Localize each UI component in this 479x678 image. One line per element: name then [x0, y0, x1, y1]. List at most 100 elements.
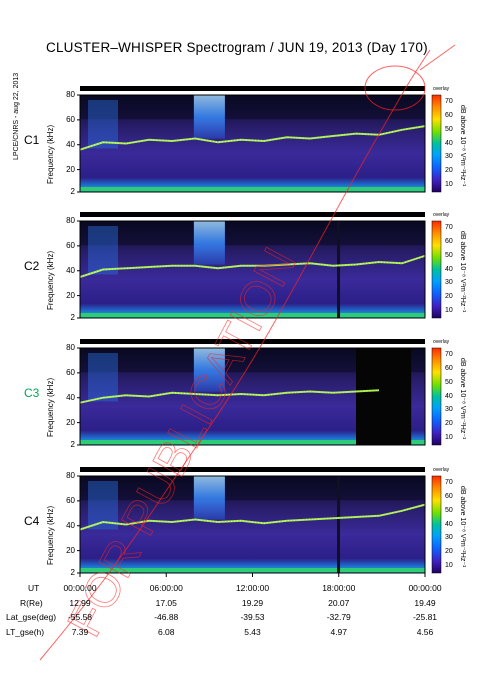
panel-header-bar	[80, 339, 425, 344]
y-axis-label: Frequency (kHz)	[46, 377, 55, 437]
orbit-row-label: R(Re)	[20, 598, 43, 608]
y-tick-label: 2	[70, 568, 75, 577]
colorbar-tick-label: 70	[445, 97, 453, 105]
panel-frame	[79, 347, 426, 446]
orbit-row-value: 06:00:00	[149, 583, 183, 593]
orbit-row-value: 12.99	[69, 598, 91, 608]
orbit-row-value: -25.81	[412, 612, 438, 622]
data-dropout-line	[337, 221, 341, 318]
orbit-row-value: 20.07	[328, 598, 350, 608]
panel-frame	[79, 94, 426, 193]
colorbar-tick-label: 60	[445, 364, 453, 372]
colorbar-tick-label: 30	[445, 153, 453, 161]
colorbar-tick-label: 30	[445, 406, 453, 414]
orbit-row-value: -46.88	[154, 612, 179, 622]
data-gap	[356, 348, 412, 445]
y-axis-label: Frequency (kHz)	[46, 124, 55, 184]
early-emission	[88, 481, 118, 530]
plasma-frequency-trace	[79, 503, 426, 531]
y-tick-label: 20	[66, 164, 75, 174]
y-tick-label: 20	[66, 290, 75, 300]
bright-emission-burst	[193, 348, 225, 392]
upper-dark-band	[80, 221, 425, 246]
y-tick-label: 2	[70, 313, 75, 322]
orbit-row-value: -32.79	[326, 612, 351, 622]
colorbar-tick-label: 40	[445, 392, 453, 400]
satellite-label: C4	[24, 514, 40, 528]
panel-frame	[79, 220, 426, 319]
y-tick-label: 60	[66, 240, 75, 250]
colorbar-tick-label: 10	[445, 307, 453, 315]
colorbar-tick-label: 30	[445, 534, 453, 542]
plasma-frequency-dots	[79, 504, 426, 530]
panel-frame	[79, 475, 426, 574]
watermark-circle	[364, 65, 426, 111]
colorbar-tick-label: 40	[445, 520, 453, 528]
colorbar	[431, 475, 442, 574]
colorbar-tick-label: 20	[445, 293, 453, 301]
colorbar-tick-label: 70	[445, 478, 453, 486]
satellite-label: C3	[24, 386, 40, 400]
colorbar-tick-label: 20	[445, 167, 453, 175]
panel-header-bar	[80, 86, 425, 91]
orbit-row-value: 7.39	[71, 627, 89, 637]
y-tick-label: 60	[66, 495, 75, 505]
panel-header-bar	[80, 467, 425, 472]
orbit-row-value: 17.05	[155, 598, 177, 608]
colorbar-header: overlay	[433, 339, 450, 345]
data-dropout-line	[337, 476, 341, 573]
y-tick-label: 40	[66, 265, 75, 275]
colorbar-tick-label: 50	[445, 125, 453, 133]
colorbar-label: dB above 10⁻⁸ V²m⁻²Hz⁻¹	[459, 231, 466, 313]
y-tick-label: 20	[66, 417, 75, 427]
colorbar	[431, 94, 442, 193]
early-emission	[88, 353, 118, 402]
bright-emission-burst	[193, 476, 225, 520]
satellite-label: C1	[24, 133, 40, 147]
upper-dark-band	[80, 348, 425, 373]
colorbar-tick-label: 50	[445, 506, 453, 514]
orbit-row-value: 12:00:00	[235, 583, 270, 593]
colorbar-header: overlay	[433, 86, 450, 92]
early-emission	[88, 226, 118, 275]
spectrogram-background	[80, 348, 425, 445]
y-tick-label: 2	[70, 187, 75, 196]
side-label: LPCE/CNRS - aug 22, 2013	[13, 72, 20, 160]
plasma-frequency-dots	[79, 125, 426, 151]
colorbar-tick-label: 60	[445, 111, 453, 119]
colorbar	[431, 220, 442, 319]
watermark-stroke	[39, 49, 431, 661]
y-axis-label: Frequency (kHz)	[46, 505, 55, 565]
orbit-row-value: 6.08	[157, 627, 175, 637]
orbit-row-value: 19.49	[414, 598, 436, 608]
colorbar-tick-label: 40	[445, 139, 453, 147]
spectrogram-background	[80, 221, 425, 318]
colorbar-tick-label: 60	[445, 237, 453, 245]
orbit-row-label: Lat_gse(deg)	[6, 612, 57, 622]
orbit-row-value: 4.56	[416, 627, 434, 637]
y-tick-label: 40	[66, 520, 75, 530]
bright-emission-burst	[193, 221, 225, 265]
colorbar-tick-label: 10	[445, 181, 453, 189]
y-tick-label: 80	[66, 216, 75, 225]
y-tick-label: 80	[66, 343, 75, 352]
orbit-row-label: LT_gse(h)	[6, 627, 45, 637]
spectrogram-background	[80, 476, 425, 573]
colorbar-tick-label: 20	[445, 420, 453, 428]
low-frequency-band	[80, 568, 425, 572]
colorbar-tick-label: 70	[445, 223, 453, 231]
colorbar-header: overlay	[433, 212, 450, 218]
y-tick-label: 60	[66, 114, 75, 124]
plasma-frequency-trace	[79, 389, 380, 404]
plasma-frequency-dots	[79, 255, 426, 278]
bright-emission-burst	[193, 95, 225, 139]
satellite-label: C2	[24, 259, 40, 273]
colorbar-tick-label: 70	[445, 350, 453, 358]
page-title: CLUSTER–WHISPER Spectrogram / JUN 19, 20…	[46, 40, 428, 55]
plasma-frequency-trace	[79, 254, 426, 278]
orbit-row-value: 5.43	[244, 627, 261, 637]
orbit-row-value: 00:00:00	[63, 583, 97, 593]
colorbar-tick-label: 60	[445, 492, 453, 500]
low-frequency-band	[80, 313, 425, 317]
